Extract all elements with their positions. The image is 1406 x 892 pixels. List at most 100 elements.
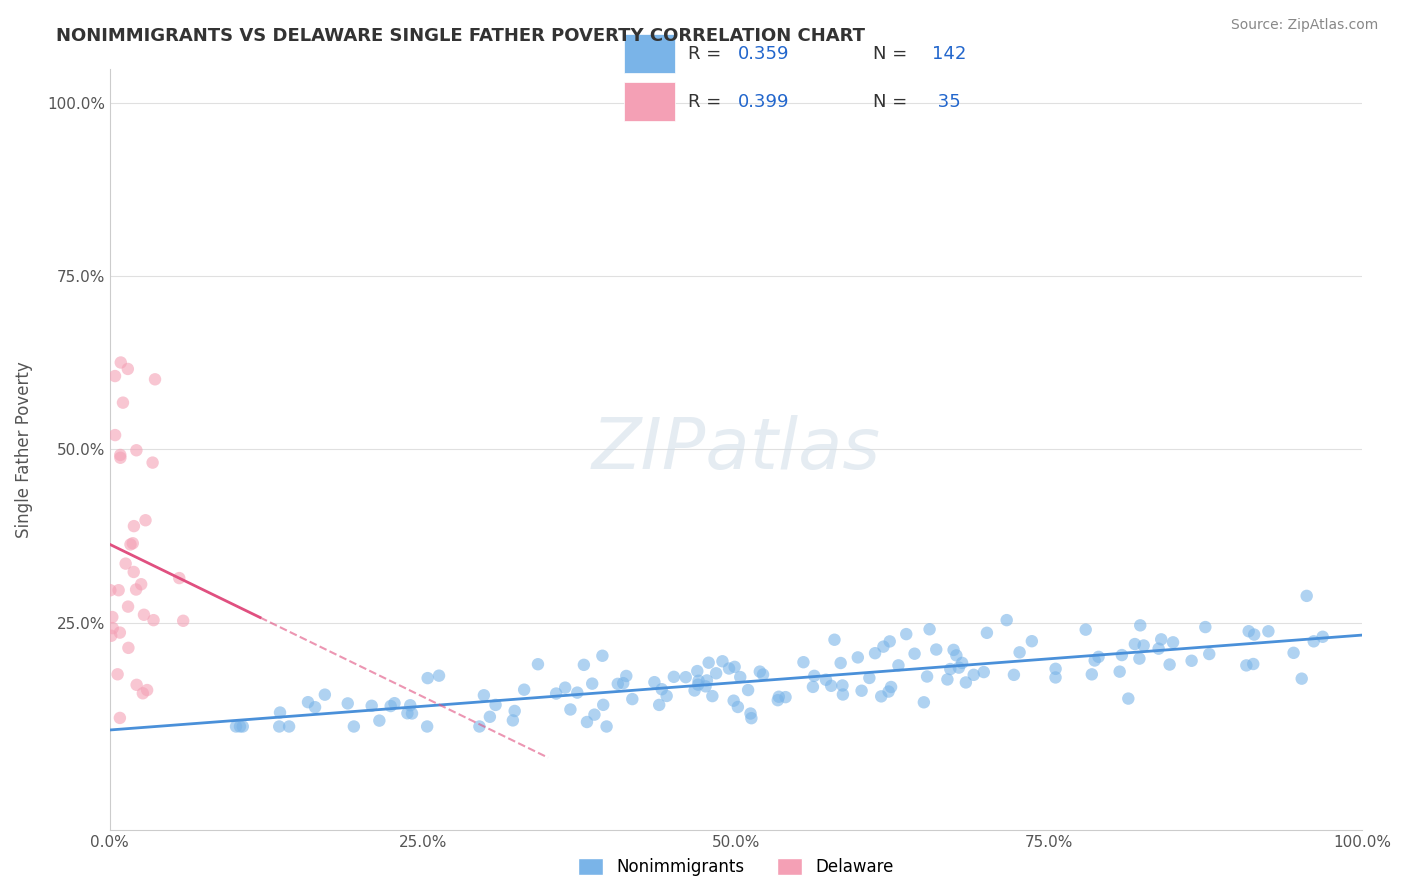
- Point: [125, 582, 148, 597]
- Point: [104, 428, 127, 442]
- Point: [704, 666, 727, 681]
- Text: 142: 142: [932, 45, 966, 63]
- Point: [872, 640, 894, 654]
- Point: [546, 687, 568, 701]
- Y-axis label: Single Father Poverty: Single Father Poverty: [15, 361, 32, 538]
- Point: [740, 711, 762, 725]
- Point: [380, 699, 402, 714]
- Point: [688, 678, 710, 692]
- Point: [651, 682, 673, 697]
- Point: [117, 362, 139, 376]
- Point: [1128, 651, 1150, 665]
- Point: [1008, 645, 1031, 659]
- Point: [1291, 672, 1313, 686]
- Point: [973, 665, 995, 679]
- Point: [1194, 620, 1216, 634]
- Point: [643, 675, 665, 690]
- Point: [688, 673, 710, 688]
- Point: [225, 719, 247, 733]
- Point: [111, 395, 134, 409]
- Point: [1132, 639, 1154, 653]
- Bar: [624, 34, 675, 73]
- Point: [269, 719, 291, 733]
- Point: [766, 693, 789, 707]
- Point: [648, 698, 671, 712]
- Point: [142, 613, 165, 627]
- Point: [384, 696, 406, 710]
- Point: [114, 557, 136, 571]
- Text: Source: ZipAtlas.com: Source: ZipAtlas.com: [1230, 18, 1378, 32]
- Point: [129, 577, 152, 591]
- Point: [880, 680, 903, 694]
- Point: [110, 355, 132, 369]
- Point: [803, 669, 825, 683]
- Point: [879, 634, 901, 648]
- Point: [1257, 624, 1279, 639]
- Point: [915, 669, 938, 683]
- Point: [513, 682, 536, 697]
- Point: [903, 647, 925, 661]
- Point: [232, 719, 254, 733]
- Point: [858, 671, 880, 685]
- Point: [863, 646, 886, 660]
- Point: [117, 599, 139, 614]
- Point: [416, 719, 439, 733]
- Point: [107, 583, 129, 598]
- Point: [718, 661, 741, 675]
- Text: 0.399: 0.399: [738, 93, 790, 111]
- Point: [696, 673, 718, 688]
- Point: [1302, 634, 1324, 648]
- Point: [942, 643, 965, 657]
- Point: [955, 675, 977, 690]
- Point: [172, 614, 194, 628]
- Point: [401, 706, 423, 721]
- Point: [939, 662, 962, 676]
- Point: [484, 698, 506, 712]
- Point: [748, 665, 770, 679]
- Point: [591, 648, 613, 663]
- Point: [925, 642, 948, 657]
- Point: [554, 681, 576, 695]
- Point: [595, 719, 617, 733]
- Point: [503, 704, 526, 718]
- Point: [728, 670, 751, 684]
- Point: [583, 707, 606, 722]
- Point: [846, 650, 869, 665]
- Point: [832, 688, 855, 702]
- Text: 0.359: 0.359: [738, 45, 790, 63]
- Point: [399, 698, 422, 713]
- Point: [110, 450, 132, 465]
- Point: [122, 565, 145, 579]
- Point: [737, 683, 759, 698]
- Point: [1087, 649, 1109, 664]
- Point: [1243, 627, 1265, 641]
- Point: [711, 654, 734, 668]
- Point: [740, 706, 762, 721]
- Point: [1147, 641, 1170, 656]
- Point: [723, 694, 745, 708]
- Point: [1084, 653, 1107, 667]
- Point: [142, 456, 165, 470]
- Point: [1081, 667, 1104, 681]
- Point: [1111, 648, 1133, 662]
- Point: [478, 710, 501, 724]
- Point: [851, 683, 873, 698]
- Point: [416, 671, 439, 685]
- Point: [775, 690, 797, 705]
- Point: [1074, 623, 1097, 637]
- Point: [655, 689, 678, 703]
- Point: [304, 700, 326, 714]
- Point: [122, 519, 145, 533]
- Point: [896, 627, 918, 641]
- Point: [121, 536, 143, 550]
- Point: [1021, 634, 1043, 648]
- Point: [606, 677, 628, 691]
- Point: [368, 714, 391, 728]
- Point: [727, 700, 749, 714]
- Point: [1312, 630, 1334, 644]
- Point: [134, 513, 156, 527]
- Point: [1118, 691, 1140, 706]
- Point: [695, 679, 717, 693]
- Point: [614, 669, 637, 683]
- Point: [918, 622, 941, 636]
